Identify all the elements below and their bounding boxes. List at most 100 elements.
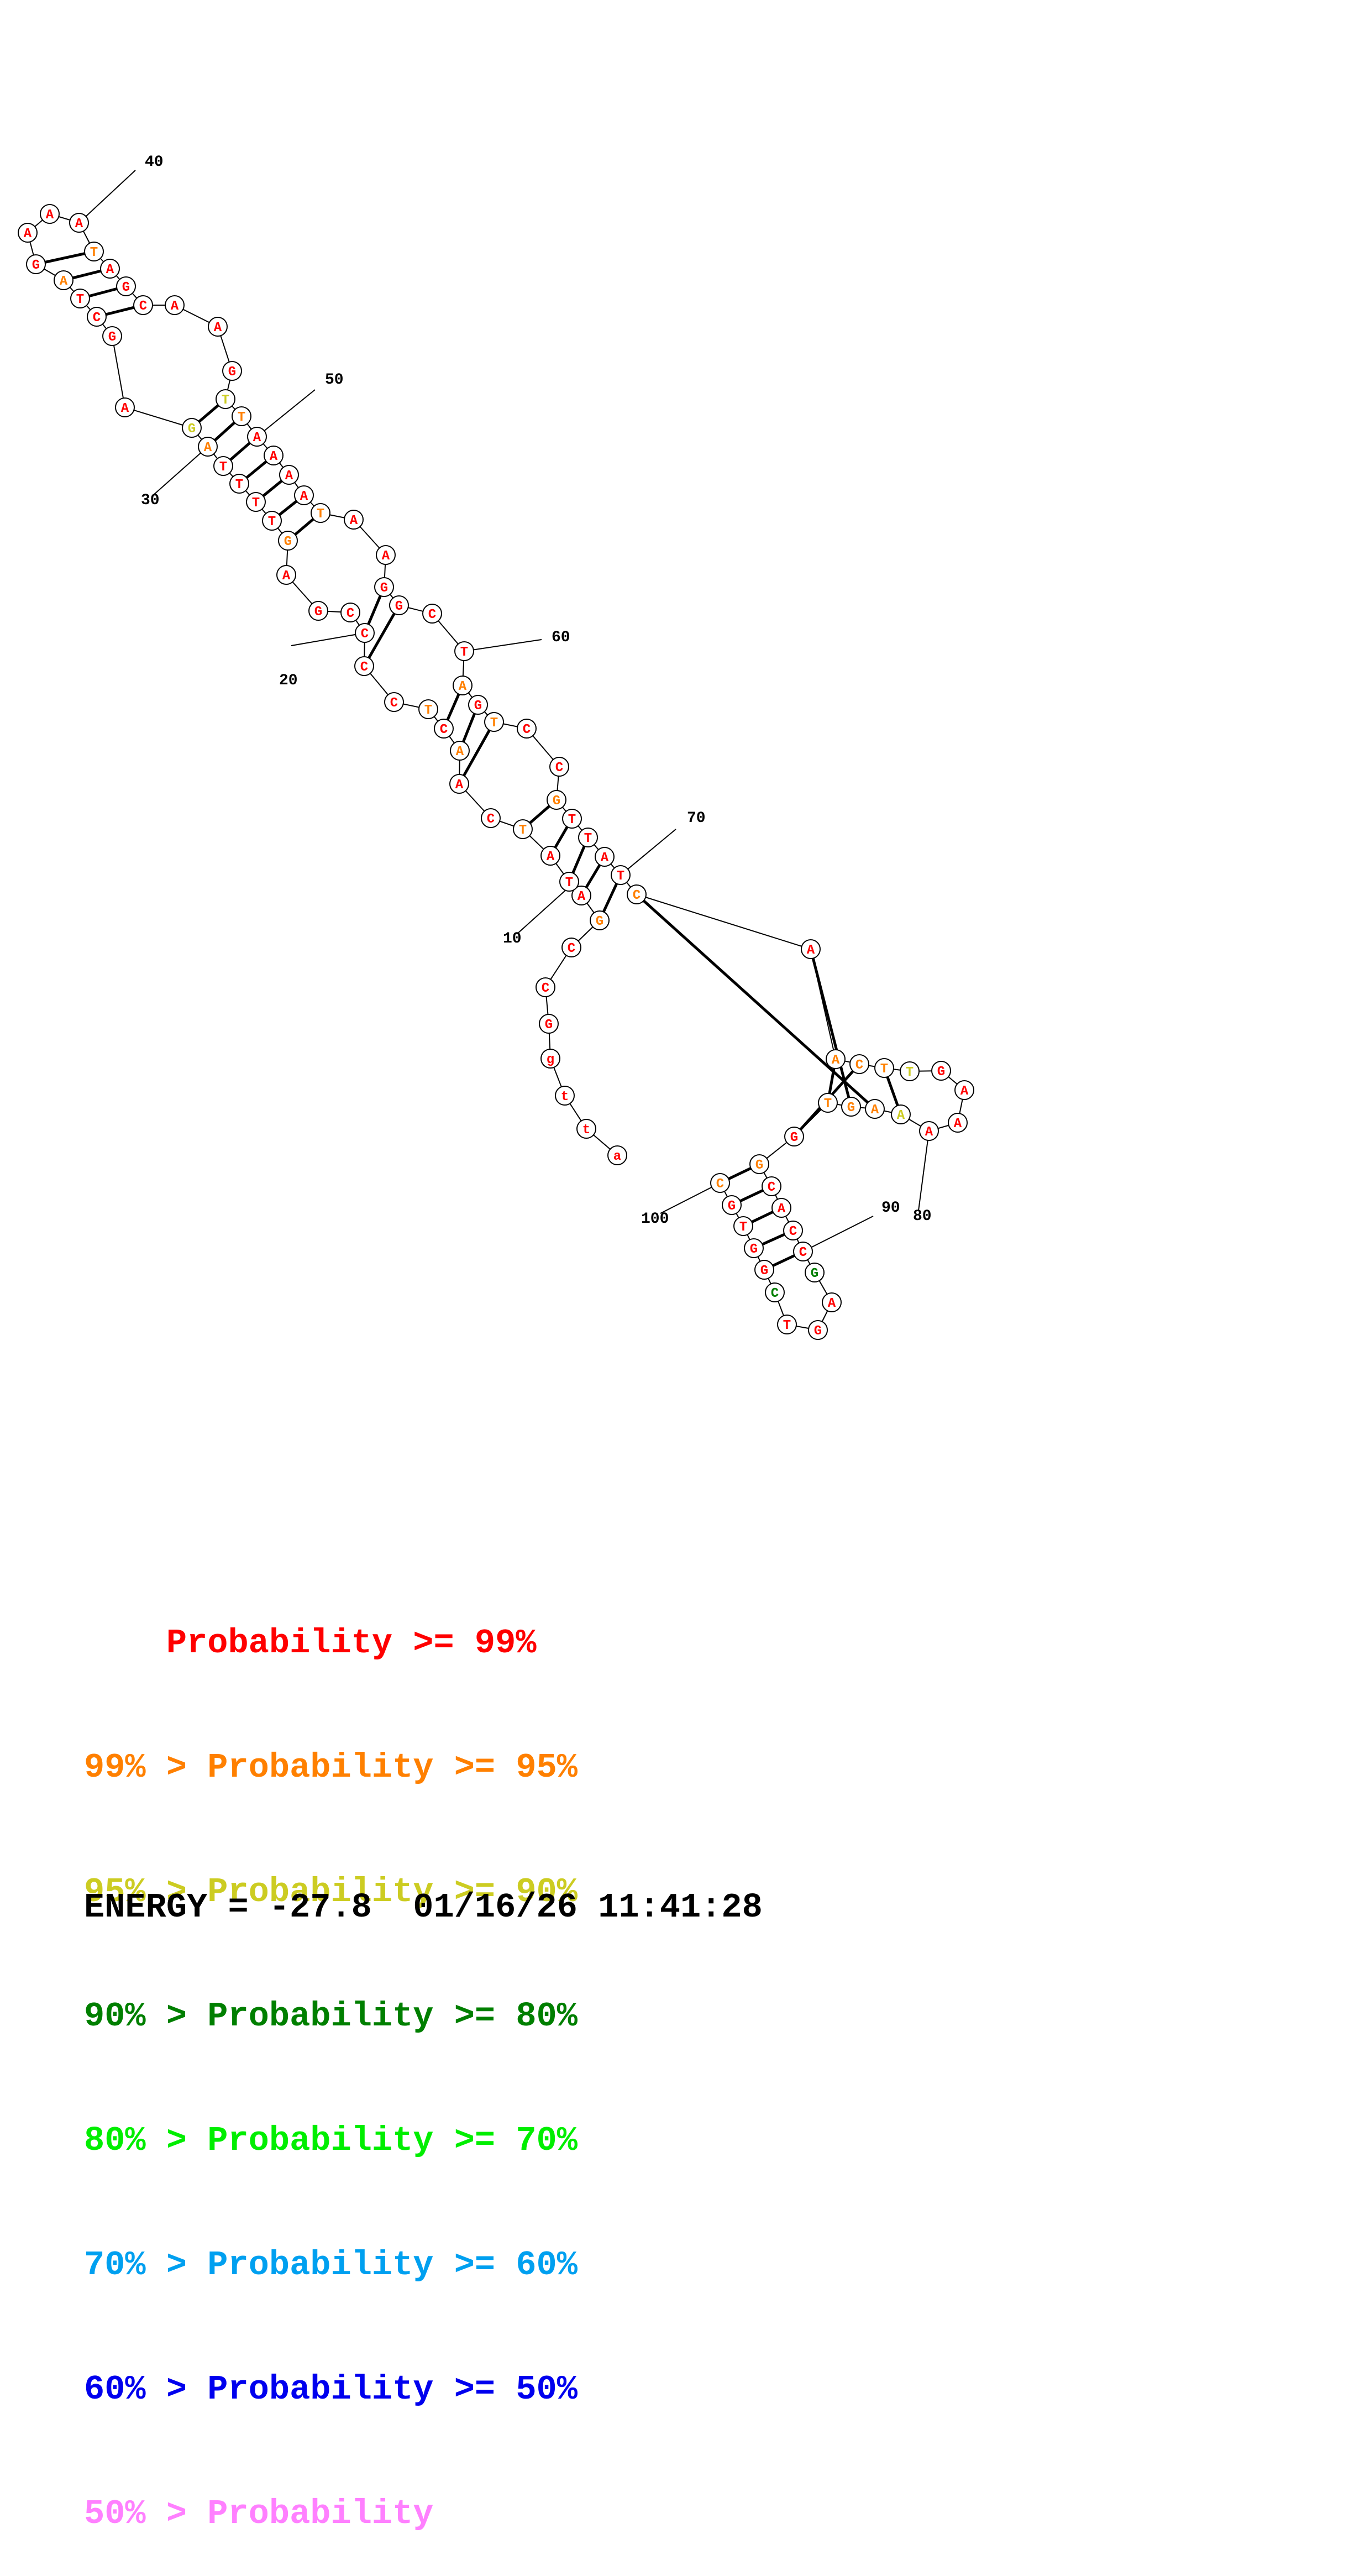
nucleotide-letter: C — [523, 722, 531, 737]
legend-text: Probability >= 80% — [207, 1997, 578, 2036]
nucleotide-circle — [826, 1049, 846, 1069]
nucleotide-19: C — [354, 656, 374, 676]
nucleotide-88: C — [783, 1221, 803, 1240]
nucleotide-letter: T — [584, 831, 592, 846]
legend-prefix: 70% > — [84, 2245, 208, 2285]
legend-text: Probability >= 95% — [207, 1748, 578, 1787]
nucleotide-42: G — [116, 276, 136, 296]
nucleotide-circle — [279, 465, 299, 485]
nucleotide-62: T — [484, 712, 504, 732]
nucleotide-letter: A — [547, 850, 555, 865]
nucleotide-letter: G — [937, 1065, 945, 1080]
nucleotide-letter: A — [106, 263, 114, 278]
nucleotide-letter: G — [395, 599, 403, 614]
nucleotide-24: G — [278, 531, 298, 551]
nucleotide-80: A — [891, 1104, 911, 1124]
nucleotide-68: A — [595, 847, 615, 867]
nucleotide-26: T — [246, 492, 266, 512]
legend-text: Probability >= 99% — [166, 1624, 537, 1663]
nucleotide-letter: T — [568, 813, 576, 828]
nucleotide-letter: T — [424, 703, 432, 718]
nucleotide-letter: T — [565, 876, 573, 891]
nucleotide-circle — [818, 1093, 838, 1113]
nucleotide-9: A — [571, 886, 591, 905]
nucleotide-circle — [762, 1176, 781, 1196]
nucleotide-52: A — [294, 485, 314, 505]
nucleotide-letter: A — [828, 1296, 836, 1311]
nucleotide-circle — [754, 1260, 774, 1280]
position-tick — [78, 170, 136, 223]
nucleotide-circle — [874, 1058, 894, 1078]
nucleotide-6: C — [536, 977, 555, 997]
nucleotide-49: A — [247, 427, 267, 447]
nucleotide-circle — [576, 1119, 596, 1139]
legend-prefix: 90% > — [84, 1997, 208, 2036]
nucleotide-circle — [340, 603, 360, 622]
nucleotide-circle — [311, 503, 330, 523]
nucleotide-letter: A — [954, 1117, 962, 1132]
nucleotide-44: A — [165, 295, 185, 315]
nucleotide-81: A — [865, 1099, 885, 1119]
nucleotide-31: A — [115, 397, 135, 417]
nucleotide-letter: A — [46, 208, 54, 223]
nucleotide-60: A — [453, 676, 473, 695]
position-labels: 10 20 30 40 50 60 70 80 90 100 — [78, 154, 932, 1252]
nucleotide-78: A — [948, 1113, 968, 1133]
legend-prefix: 95% > — [84, 1872, 208, 1912]
nucleotide-1: a — [607, 1145, 627, 1165]
nucleotide-letter: C — [555, 761, 563, 776]
nucleotide-75: T — [900, 1061, 920, 1081]
nucleotide-circle — [278, 531, 298, 551]
position-label-90: 90 — [881, 1200, 900, 1217]
nucleotide-circle — [376, 545, 396, 565]
nucleotide-letter: G — [122, 280, 130, 295]
nucleotide-letter: G — [284, 535, 292, 549]
nucleotide-circle — [801, 939, 821, 959]
nucleotide-circle — [84, 242, 104, 261]
legend-row-95: 99% > Probability >= 95% — [84, 1747, 578, 1788]
nucleotide-50: A — [264, 446, 284, 465]
nucleotide-16: C — [434, 719, 454, 739]
nucleotide-38: A — [40, 204, 60, 224]
nucleotide-59: T — [454, 641, 474, 661]
nucleotide-letter: T — [317, 507, 324, 522]
legend-row-90: 95% > Probability >= 90% — [84, 1871, 578, 1913]
legend-text: Probability >= 70% — [207, 2121, 578, 2160]
nucleotide-circle — [434, 719, 454, 739]
legend-prefix — [84, 1624, 166, 1663]
nucleotide-circle — [87, 307, 107, 327]
nucleotide-circle — [931, 1061, 951, 1081]
nucleotide-65: G — [547, 790, 566, 810]
nucleotide-circle — [590, 910, 610, 930]
nucleotide-47: T — [216, 389, 235, 409]
nucleotide-circle — [513, 819, 533, 839]
nucleotide-circle — [70, 289, 90, 308]
nucleotide-letter: T — [490, 716, 498, 731]
nucleotide-22: G — [308, 601, 328, 621]
legend-text: Probability >= 50% — [207, 2370, 578, 2409]
nucleotide-circle — [165, 295, 185, 315]
nucleotide-14: A — [449, 774, 469, 794]
nucleotide-12: T — [513, 819, 533, 839]
backbone-segment — [112, 336, 125, 408]
nucleotide-circle — [771, 1198, 791, 1218]
nucleotide-circle — [213, 456, 233, 476]
nucleotide-circle — [115, 397, 135, 417]
nucleotide-letter: A — [24, 227, 32, 242]
nucleotide-4: g — [540, 1049, 560, 1069]
nucleotide-letter: G — [553, 794, 560, 809]
nucleotide-circle — [69, 213, 89, 233]
nucleotide-15: A — [450, 741, 470, 761]
nucleotide-circle — [26, 254, 46, 274]
nucleotide-circle — [422, 604, 442, 624]
nucleotide-circle — [607, 1145, 627, 1165]
nucleotide-94: C — [765, 1282, 785, 1302]
nucleotide-circle — [232, 406, 251, 426]
nucleotide-70: C — [627, 884, 647, 904]
nucleotide-letter: a — [613, 1149, 621, 1164]
nucleotide-letter: A — [578, 889, 586, 904]
nucleotide-letter: G — [811, 1266, 818, 1281]
nucleotide-letter: C — [390, 696, 398, 711]
nucleotide-letter: A — [778, 1202, 786, 1217]
nucleotide-letter: A — [925, 1125, 933, 1140]
